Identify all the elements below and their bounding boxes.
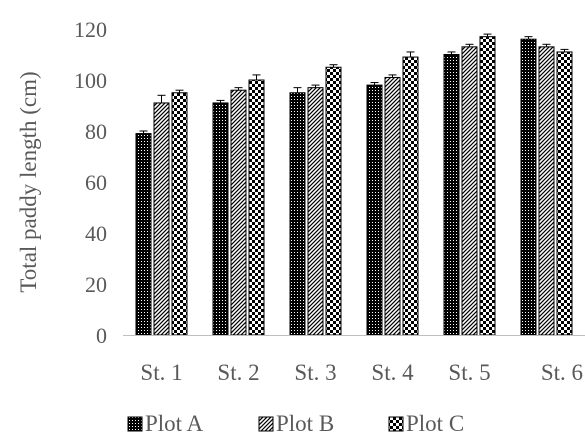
y-tick-label: 20	[85, 272, 107, 297]
y-tick-label: 0	[96, 323, 107, 348]
bar-plot-b	[461, 46, 478, 336]
legend-swatch	[258, 416, 274, 432]
bar-plot-b	[230, 89, 247, 336]
x-axis-ticks: St. 1 St. 2 St. 3 St. 4 St. 5 St. 6	[140, 360, 583, 385]
x-tick-label: St. 3	[294, 360, 336, 385]
x-tick-label: St. 5	[448, 360, 490, 385]
bar-plot-a	[520, 38, 537, 336]
bar-plot-b	[384, 76, 401, 336]
y-tick-label: 120	[74, 17, 107, 42]
bar-plot-a	[443, 54, 460, 336]
y-tick-label: 60	[85, 170, 107, 195]
legend-label: Plot C	[406, 411, 464, 436]
x-tick-label: St. 4	[371, 360, 414, 385]
y-tick-label: 80	[85, 119, 107, 144]
x-tick-label: St. 6	[541, 360, 583, 385]
legend-swatch	[388, 416, 404, 432]
x-tick-label: St. 2	[217, 360, 259, 385]
legend-item-plot-b: Plot B	[258, 411, 334, 436]
bar-plot-a	[212, 102, 229, 336]
y-axis-ticks: 0 20 40 60 80 100 120	[74, 17, 107, 348]
legend: Plot A Plot B Plot C	[127, 411, 464, 436]
x-tick-label: St. 1	[140, 360, 182, 385]
bar-plot-c	[556, 51, 573, 336]
legend-swatch	[127, 416, 143, 432]
bar-plot-c	[171, 92, 188, 336]
bar-plot-a	[366, 84, 383, 336]
legend-label: Plot A	[145, 411, 204, 436]
bar-plot-c	[248, 79, 265, 336]
legend-item-plot-c: Plot C	[388, 411, 464, 436]
bar-plot-a	[289, 92, 306, 336]
bar-plot-a	[135, 133, 152, 336]
y-tick-label: 100	[74, 68, 107, 93]
y-tick-label: 40	[85, 221, 107, 246]
bar-plot-b	[153, 102, 170, 336]
bar-plot-c	[479, 36, 496, 336]
bars	[135, 33, 573, 336]
legend-label: Plot B	[276, 411, 334, 436]
bar-plot-c	[325, 66, 342, 336]
y-axis-label: Total paddy length (cm)	[16, 71, 41, 292]
bar-plot-c	[402, 56, 419, 336]
bar-plot-b	[307, 87, 324, 336]
legend-item-plot-a: Plot A	[127, 411, 204, 436]
bar-plot-b	[538, 46, 555, 336]
